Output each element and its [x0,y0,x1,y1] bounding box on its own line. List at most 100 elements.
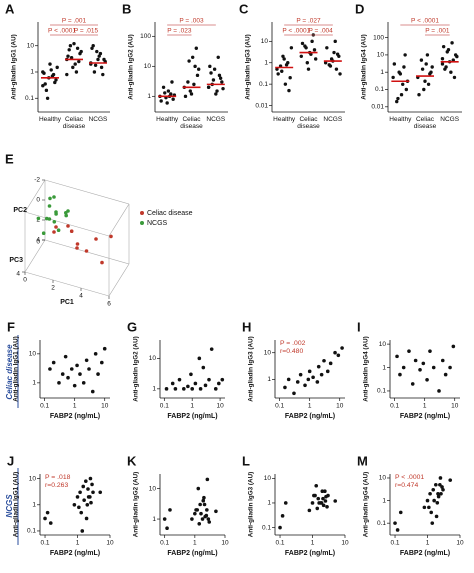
y-tick-label: 10 [27,42,35,49]
data-point [333,39,337,44]
data-point [428,72,432,76]
x-tick-label: 1 [426,540,430,547]
data-point [188,89,192,93]
x-tick-label: 0.1 [160,540,169,547]
data-point [437,389,441,393]
y-tick-label: 0.01 [371,104,384,111]
data-point [282,57,286,61]
data-point [319,501,324,505]
x-tick-label: 10 [221,540,229,547]
data-point [323,61,328,65]
x-tick-label: Healthy [156,116,178,123]
y-tick-label: 100 [373,34,384,41]
data-point [164,387,169,391]
data-point [275,67,279,71]
x-tick-label-text: Celiac disease [413,116,437,130]
x-tick-label: 10 [101,403,109,410]
data-point [445,50,449,54]
data-point [55,65,59,70]
data-point [439,491,443,496]
data-point [323,489,327,494]
x-axis-label: FABP2 (ng/mL) [167,550,217,557]
y-axis-label: Anti-gliadin IgG3 (AU) [248,336,255,401]
x-tick-label: 10 [451,403,459,410]
y-tick-label: 10 [377,52,385,59]
data-point [398,510,403,515]
data-point [66,54,70,58]
y-tick-label: 10 [29,351,37,358]
y-tick-label: 1 [32,380,36,387]
data-point [54,78,58,82]
data-point [220,377,225,382]
panel-letter: A [5,1,15,16]
data-point [96,57,100,62]
data-point [52,195,56,199]
data-point [50,74,55,78]
data-point [325,504,329,509]
data-point [218,76,223,80]
data-point [166,89,171,93]
data-point [170,381,175,386]
data-point [194,508,198,512]
data-point [100,260,104,265]
y-tick-label: 0.1 [375,86,384,93]
data-point [321,503,326,508]
data-point [65,72,69,77]
x-tick-label-text: Healthy [38,116,62,123]
data-point [305,61,309,65]
data-point [336,353,341,358]
p-value: P = .001 [62,18,87,25]
data-point [198,387,203,391]
y-axis-label: Anti-gliadin IgG4 (AU) [363,472,370,537]
data-point [75,242,80,246]
x-tick-label: 1 [76,540,80,547]
data-point [441,44,446,49]
data-point [73,62,77,66]
y-tick-label: 1 [30,69,34,76]
data-point [208,64,212,69]
data-point [316,364,321,369]
y-axis-label: Anti-gliadin IgG3 (AU) [245,34,252,99]
data-point [332,50,336,55]
data-point [45,96,50,100]
data-point [393,521,397,525]
x-tick-label-text: Healthy [273,116,296,123]
data-point [428,349,432,353]
data-point [449,70,453,74]
data-point [168,508,172,512]
data-point [98,51,103,56]
x-tick-label: 1 [190,403,194,410]
x-tick-label: 1 [311,540,315,547]
data-point [391,75,395,80]
data-point [432,498,436,503]
p-value: P = .001 [425,28,450,35]
data-point [417,93,421,97]
data-point [66,224,70,228]
data-point [398,72,403,76]
data-point [78,490,82,495]
data-point [206,517,211,521]
x-tick-label: NCGS [206,116,225,123]
data-point [440,485,444,489]
y-tick-label: 0.1 [259,81,268,88]
data-point [71,65,75,70]
data-point [171,97,175,101]
data-point [315,506,320,511]
data-point [79,510,84,515]
data-point [203,383,208,388]
data-point [200,517,205,521]
data-point [193,381,198,386]
data-point [431,487,436,492]
data-point [292,391,296,396]
data-point [306,377,311,382]
data-point [198,502,202,507]
data-point [91,490,95,495]
data-point [434,514,439,519]
data-point [54,212,58,216]
data-point [191,55,195,59]
data-point [95,49,99,54]
data-point [72,502,77,507]
data-point [289,46,294,50]
x-tick-label: 1 [423,403,427,410]
